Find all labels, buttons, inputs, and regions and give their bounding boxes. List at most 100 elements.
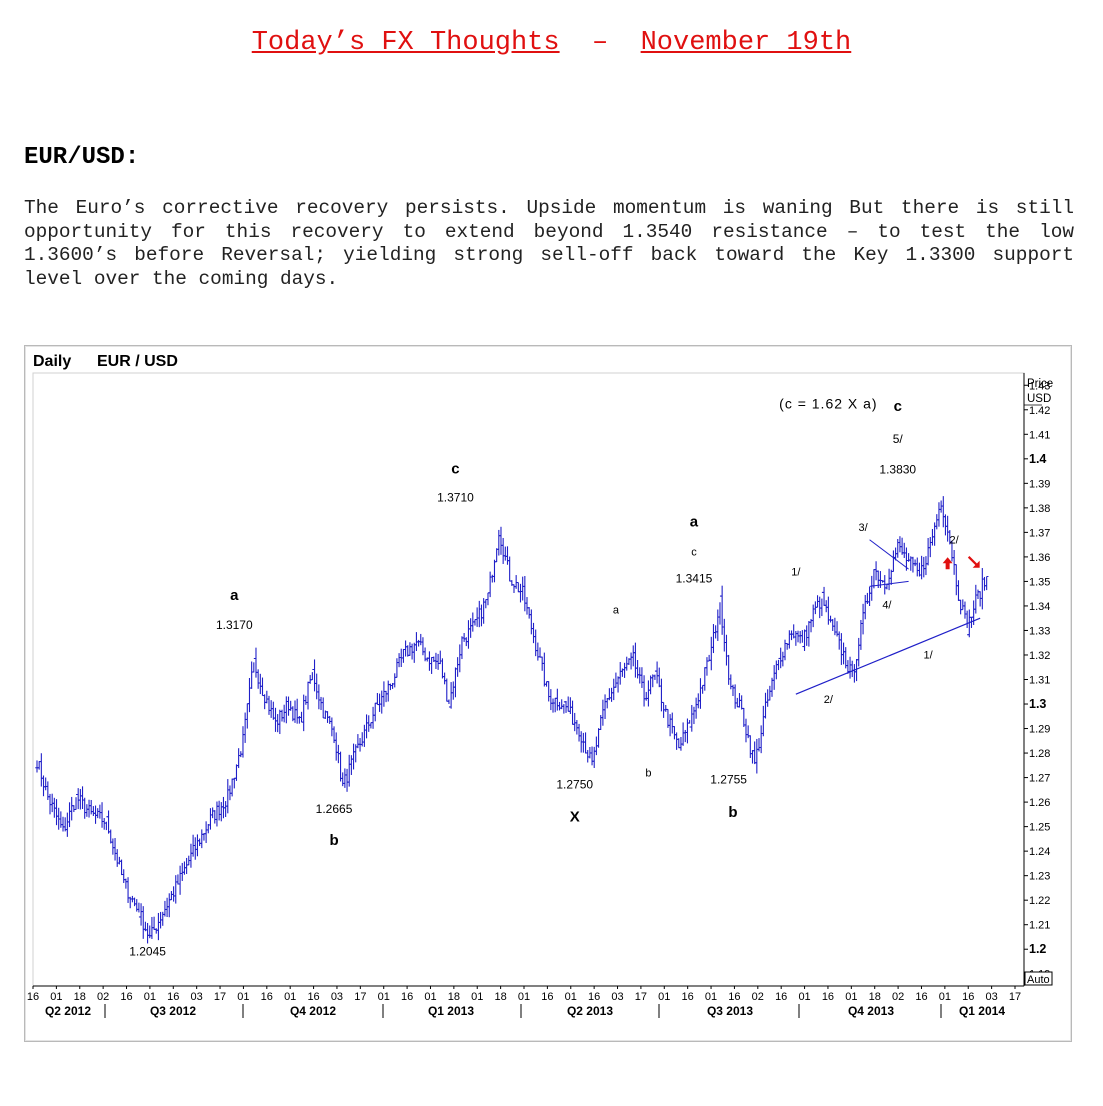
y-tick-label: 1.34 xyxy=(1029,601,1050,613)
y-tick-label: 1.33 xyxy=(1029,625,1050,637)
x-day-tick-label: 01 xyxy=(845,991,857,1003)
wave-annotation: 5/ xyxy=(893,432,904,446)
wave-annotation: 1.3710 xyxy=(437,491,474,505)
wave-annotation: a xyxy=(613,604,620,616)
wave-annotation: 1.2665 xyxy=(316,802,353,816)
auto-scale-button[interactable] xyxy=(1024,971,1053,986)
x-day-tick-label: 16 xyxy=(401,991,413,1003)
y-axis-unit-label: Price xyxy=(1027,378,1053,390)
x-day-tick-label: 16 xyxy=(915,991,927,1003)
x-day-tick-label: 01 xyxy=(518,991,530,1003)
price-chart: Daily EUR / USD (c = 1.62 X a) c 5/1.3830 c 1… xyxy=(27,353,1053,1018)
x-day-tick-label: 01 xyxy=(424,991,436,1003)
wave-annotation: 4/ xyxy=(882,599,892,611)
x-day-tick-label: 17 xyxy=(1009,991,1021,1003)
wave-annotation: 1.3830 xyxy=(879,463,916,477)
chart-frame: Daily EUR / USD (c = 1.62 X a) c 5/1.3830 c 1… xyxy=(24,345,1072,1042)
y-tick-label: 1.23 xyxy=(1029,871,1050,883)
x-day-tick-label: 18 xyxy=(74,991,86,1003)
wave-annotation: 1/ xyxy=(791,566,801,578)
wave-annotation: b xyxy=(645,767,651,779)
headline-date: November 19th xyxy=(640,28,852,58)
x-day-tick-label: 01 xyxy=(237,991,249,1003)
triangle-line-2 xyxy=(869,580,909,587)
x-quarter-label: Q4 2012 xyxy=(290,1004,336,1018)
y-tick-label: 1.29 xyxy=(1029,724,1050,736)
wave-annotation: b xyxy=(728,804,737,821)
arrow-head xyxy=(972,560,980,568)
arrow-up-shape xyxy=(942,557,953,570)
wave-annotation: a xyxy=(690,513,699,530)
y-tick-label: 1.25 xyxy=(1029,822,1050,834)
wave-annotation: (c = 1.62 X a) xyxy=(779,396,877,412)
x-day-tick-label: 01 xyxy=(939,991,951,1003)
wave-annotation: 1.2750 xyxy=(556,778,593,792)
y-tick-label: 1.4 xyxy=(1029,452,1046,466)
y-tick-label: 1.27 xyxy=(1029,773,1050,785)
x-quarter-label: Q2 2012 xyxy=(45,1004,91,1018)
wave-annotation: 2/ xyxy=(824,694,834,706)
x-quarter-label: Q3 2013 xyxy=(707,1004,753,1018)
x-day-tick-label: 01 xyxy=(705,991,717,1003)
y-tick-label: 1.3 xyxy=(1029,697,1046,711)
x-day-tick-label: 18 xyxy=(448,991,460,1003)
x-day-tick-label: 01 xyxy=(798,991,810,1003)
y-tick-label: 1.31 xyxy=(1029,675,1050,687)
headline-title: Today’s FX Thoughts xyxy=(251,28,560,58)
wave-annotation: 1.3415 xyxy=(676,572,713,586)
y-tick-label: 1.36 xyxy=(1029,552,1050,564)
y-tick-label: 1.22 xyxy=(1029,895,1050,907)
auto-scale-label: Auto xyxy=(1027,974,1050,986)
y-tick-label: 1.39 xyxy=(1029,478,1050,490)
y-tick-label: 1.32 xyxy=(1029,650,1050,662)
x-day-tick-label: 16 xyxy=(822,991,834,1003)
y-tick-label: 1.42 xyxy=(1029,405,1050,417)
x-day-tick-label: 01 xyxy=(658,991,670,1003)
y-tick-label: 1.28 xyxy=(1029,748,1050,760)
section-title: EUR/USD: xyxy=(24,144,140,171)
y-tick-label: 1.21 xyxy=(1029,920,1050,932)
x-day-tick-label: 02 xyxy=(97,991,109,1003)
x-quarter-label: Q1 2014 xyxy=(959,1004,1005,1018)
wave-annotation: 3/ xyxy=(858,522,868,534)
x-day-tick-label: 01 xyxy=(284,991,296,1003)
x-day-tick-label: 16 xyxy=(27,991,39,1003)
wave-annotation: c xyxy=(451,461,459,478)
x-day-tick-label: 03 xyxy=(191,991,203,1003)
x-day-tick-label: 16 xyxy=(261,991,273,1003)
x-day-tick-label: 18 xyxy=(494,991,506,1003)
x-day-tick-label: 01 xyxy=(144,991,156,1003)
y-axis-currency-label: USD xyxy=(1027,393,1051,405)
x-day-tick-label: 17 xyxy=(354,991,366,1003)
x-day-tick-label: 16 xyxy=(775,991,787,1003)
x-day-tick-label: 16 xyxy=(541,991,553,1003)
x-day-tick-label: 16 xyxy=(962,991,974,1003)
x-quarter-label: Q3 2012 xyxy=(150,1004,196,1018)
y-tick-label: 1.41 xyxy=(1029,429,1050,441)
x-day-tick-label: 03 xyxy=(331,991,343,1003)
wave-annotation: 1.2755 xyxy=(710,773,747,787)
x-day-tick-label: 01 xyxy=(565,991,577,1003)
plot-area xyxy=(32,372,1025,987)
x-day-tick-label: 02 xyxy=(892,991,904,1003)
arrow-shaft xyxy=(967,556,978,566)
x-day-tick-label: 01 xyxy=(50,991,62,1003)
wave-annotation: 2/ xyxy=(950,534,960,546)
y-tick-label: 1.43 xyxy=(1029,380,1050,392)
arrow-down-right-icon xyxy=(967,556,980,568)
arrow-up-icon xyxy=(942,557,953,570)
x-quarter-label: Q4 2013 xyxy=(848,1004,894,1018)
x-day-tick-label: 16 xyxy=(120,991,132,1003)
wave-annotation: 1/ xyxy=(924,650,934,662)
chart-period-label: Daily xyxy=(33,353,71,370)
wave-annotation: 1.3170 xyxy=(216,618,253,632)
x-day-tick-label: 16 xyxy=(682,991,694,1003)
y-tick-label: 1.38 xyxy=(1029,503,1050,515)
page-headline: Today’s FX Thoughts – November 19th xyxy=(0,28,1103,58)
x-quarter-label: Q2 2013 xyxy=(567,1004,613,1018)
wave-annotation: c xyxy=(894,398,902,415)
wave-annotation: X xyxy=(570,809,580,826)
x-day-tick-label: 03 xyxy=(611,991,623,1003)
wave-annotation: b xyxy=(329,832,338,849)
x-day-tick-label: 01 xyxy=(378,991,390,1003)
